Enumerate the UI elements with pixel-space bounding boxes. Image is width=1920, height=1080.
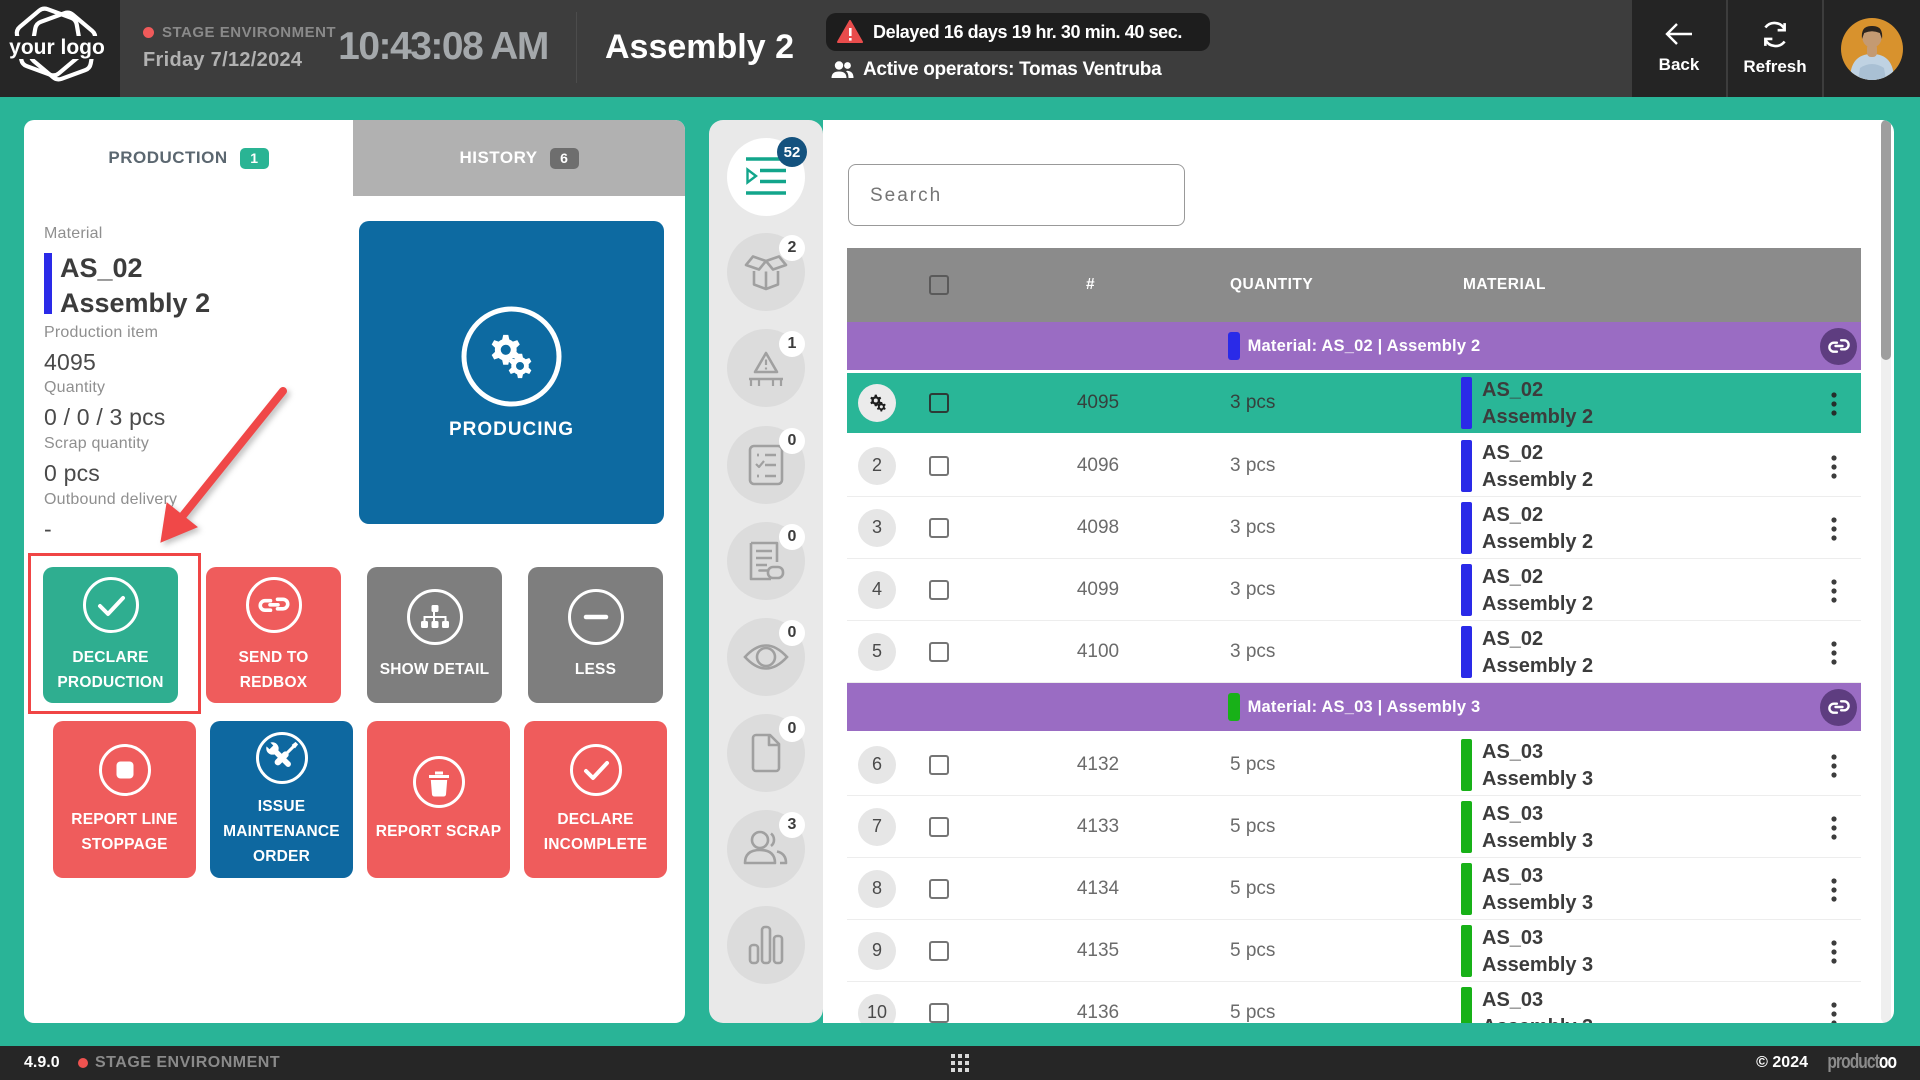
svg-text:your logo: your logo bbox=[9, 36, 105, 59]
